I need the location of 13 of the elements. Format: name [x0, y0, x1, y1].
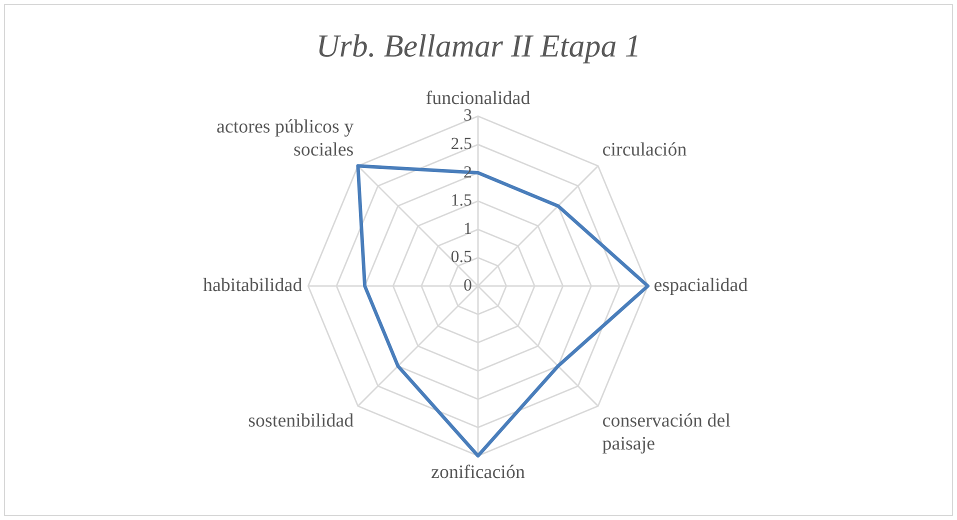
spoke-label: actores públicos y sociales [216, 116, 354, 160]
spoke-label: conservación del paisaje [602, 410, 731, 454]
y-tick-label: 0.5 [450, 247, 472, 266]
spoke-label: habitabilidad [202, 274, 303, 296]
spoke-label: sostenibilidad [248, 410, 354, 432]
spoke-label: circulación [602, 139, 688, 160]
y-tick-label: 0 [464, 275, 472, 294]
chart-title: Urb. Bellamar II Etapa 1 [316, 28, 641, 64]
y-tick-label: 1.5 [450, 190, 472, 210]
spoke-label: zonificación [431, 462, 526, 484]
spoke-label: espacialidad [654, 274, 748, 296]
y-tick-label: 2.5 [450, 134, 472, 153]
y-tick-label: 1 [464, 218, 472, 238]
